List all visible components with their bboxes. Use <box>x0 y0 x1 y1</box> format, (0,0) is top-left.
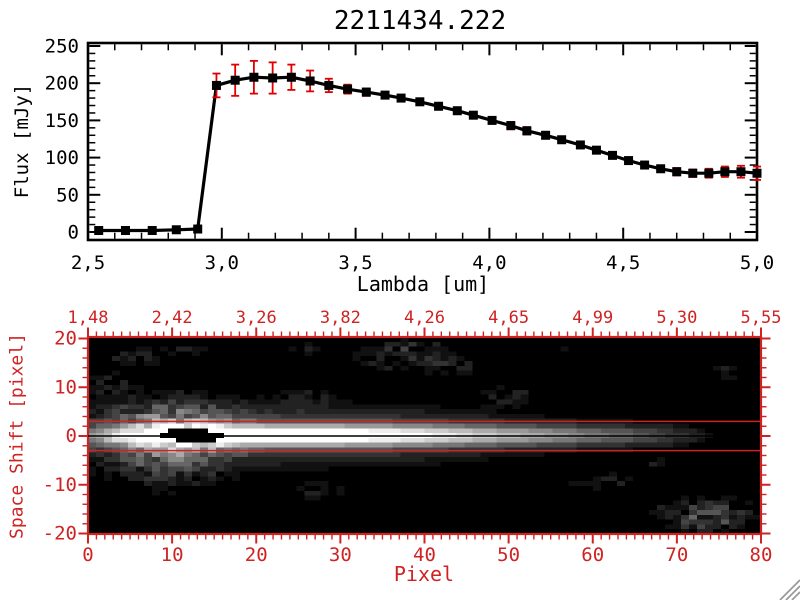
data-point-marker <box>672 167 682 177</box>
wavelength-top-tick-label: 1,48 <box>68 308 109 328</box>
flux-plot-x-ticks: 2,5 3,0 3,5 4,0 4,5 5,0 <box>71 44 774 274</box>
flux-x-tick-label: 4,0 <box>472 252 506 274</box>
data-point-marker <box>752 168 762 178</box>
space-shift-y-tick-label: 20 <box>54 328 77 350</box>
wavelength-top-tick-label: 4,26 <box>404 308 445 328</box>
data-point-marker <box>147 226 157 236</box>
data-point-marker <box>487 115 497 125</box>
data-point-marker <box>640 160 650 170</box>
flux-x-tick-label: 2,5 <box>71 252 105 274</box>
data-point-marker <box>361 87 371 97</box>
wavelength-top-tick-label: 3,26 <box>236 308 277 328</box>
flux-x-tick-label: 4,5 <box>606 252 640 274</box>
pixel-x-tick-label: 20 <box>245 544 268 566</box>
data-point-marker <box>688 168 698 178</box>
data-point-marker <box>541 130 551 140</box>
flux-y-tick-label: 250 <box>45 36 79 58</box>
data-point-marker <box>286 72 296 82</box>
flux-y-tick-label: 100 <box>45 147 79 169</box>
data-point-marker <box>720 167 730 177</box>
flux-x-tick-label: 3,5 <box>338 252 372 274</box>
space-shift-y-tick-label: -10 <box>43 474 77 496</box>
data-point-marker <box>434 101 444 111</box>
pixel-x-tick-label: 10 <box>161 544 184 566</box>
data-point-marker <box>211 80 221 90</box>
data-point-marker <box>305 76 315 86</box>
data-point-marker <box>230 75 240 85</box>
data-point-marker <box>380 90 390 100</box>
pixel-x-tick-label: 30 <box>329 544 352 566</box>
data-point-marker <box>506 121 516 131</box>
data-point-marker <box>94 226 104 236</box>
data-point-marker <box>120 226 130 236</box>
pixel-x-tick-label: 70 <box>665 544 688 566</box>
2d-spectrum-image <box>88 337 761 534</box>
wavelength-top-tick-label: 3,82 <box>320 308 361 328</box>
data-point-marker <box>557 135 567 145</box>
space-shift-y-tick-label: 10 <box>54 376 77 398</box>
data-point-marker <box>193 224 203 234</box>
data-point-marker <box>704 168 714 178</box>
data-point-marker <box>591 145 601 155</box>
data-point-marker <box>268 73 278 83</box>
flux-y-tick-label: 50 <box>56 184 79 206</box>
space-shift-y-tick-label: 0 <box>66 425 77 447</box>
data-point-marker <box>171 225 181 235</box>
data-point-marker <box>736 167 746 177</box>
data-point-marker <box>452 106 462 116</box>
flux-x-tick-label: 3,0 <box>205 252 239 274</box>
pixel-x-tick-label: 60 <box>581 544 604 566</box>
wavelength-top-tick-label: 2,42 <box>152 308 193 328</box>
spectrum-line <box>98 75 758 233</box>
data-point-marker <box>656 164 666 174</box>
flux-y-tick-label: 200 <box>45 73 79 95</box>
space-shift-axis-label: Space Shift [pixel] <box>6 333 28 539</box>
flux-plot-y-ticks: 0 50 100 150 200 250 <box>45 36 756 244</box>
pixel-axis-label: Pixel <box>393 562 455 586</box>
data-point-marker <box>624 156 634 166</box>
pixel-x-tick-label: 50 <box>497 544 520 566</box>
data-point-marker <box>522 126 532 136</box>
flux-x-tick-label: 5,0 <box>740 252 774 274</box>
wavelength-top-tick-label: 4,65 <box>488 308 529 328</box>
data-point-marker <box>468 110 478 120</box>
pixel-x-tick-label: 80 <box>750 544 773 566</box>
data-point-marker <box>396 93 406 103</box>
data-point-marker <box>324 80 334 90</box>
wavelength-top-tick-label: 5,30 <box>656 308 697 328</box>
flux-plot-axes <box>86 41 759 242</box>
data-point-marker <box>575 140 585 150</box>
spectrum-error-bars <box>94 59 761 234</box>
data-point-marker <box>249 72 259 82</box>
plot-title: 2211434.222 <box>333 6 507 36</box>
data-point-marker <box>607 150 617 160</box>
wavelength-top-tick-label: 4,99 <box>572 308 613 328</box>
space-shift-y-tick-label: -20 <box>43 523 77 545</box>
lambda-axis-label: Lambda [um] <box>356 272 490 296</box>
spectrum-series <box>98 75 758 233</box>
data-point-marker <box>343 84 353 94</box>
resize-grip[interactable] <box>779 579 800 600</box>
flux-y-tick-label: 0 <box>68 222 79 244</box>
data-point-marker <box>415 97 425 107</box>
flux-axis-label: Flux [mJy] <box>11 83 33 199</box>
spectrum-markers <box>94 72 762 236</box>
flux-y-tick-label: 150 <box>45 110 79 132</box>
wavelength-top-tick-label: 5,55 <box>741 308 782 328</box>
pixel-x-tick-label: 0 <box>82 544 93 566</box>
